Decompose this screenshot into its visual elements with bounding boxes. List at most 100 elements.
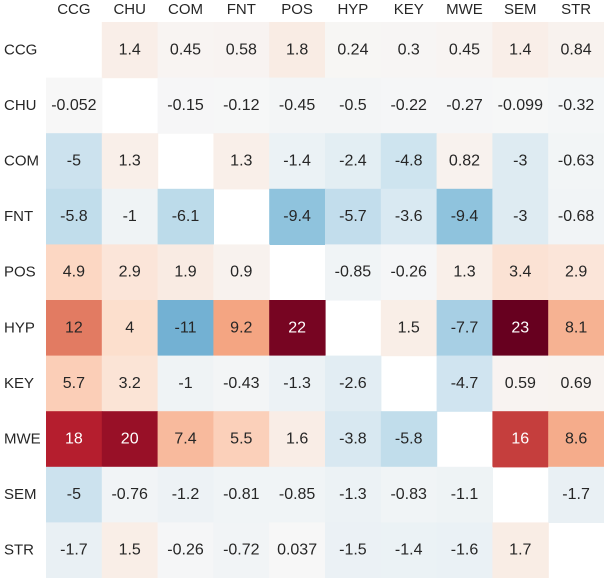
heatmap-cell-str-ccg (46, 522, 103, 578)
heatmap-cell-label: 20 (121, 431, 139, 448)
heatmap-cell-hyp-str (548, 300, 604, 357)
heatmap-cell-label: -0.12 (223, 97, 260, 114)
heatmap-cell-label: -4.8 (395, 153, 423, 170)
heatmap-cell-label: 0.3 (398, 41, 420, 58)
heatmap-cell-com-hyp (325, 133, 382, 190)
heatmap-cell-pos-fnt (213, 244, 270, 301)
heatmap-cell-label: 1.3 (119, 153, 141, 170)
heatmap-cell-sem-mwe (436, 466, 493, 523)
heatmap-cell-mwe-fnt (213, 411, 270, 468)
y-tick-label-fnt: FNT (4, 208, 33, 225)
heatmap-cell-str-pos (269, 522, 326, 578)
heatmap-cell-fnt-chu (101, 188, 159, 245)
heatmap-cell-label: -9.4 (283, 208, 311, 225)
heatmap-cell-chu-mwe (436, 77, 493, 134)
heatmap-cell-label: -0.72 (223, 542, 260, 559)
heatmap-cells (46, 22, 604, 578)
heatmap-cell-label: 7.4 (174, 431, 196, 448)
heatmap-cell-label: -0.099 (498, 97, 543, 114)
heatmap-cell-com-ccg (46, 133, 103, 190)
heatmap-cell-key-hyp (325, 355, 382, 412)
heatmap-cell-hyp-sem (492, 300, 549, 357)
heatmap-cell-label: -0.22 (390, 97, 427, 114)
y-tick-label-hyp: HYP (4, 319, 35, 336)
heatmap-cell-fnt-mwe (436, 188, 493, 245)
heatmap-cell-label: -2.4 (339, 153, 367, 170)
y-tick-label-pos: POS (4, 264, 36, 281)
heatmap-cell-label: 1.3 (453, 264, 475, 281)
heatmap-cell-key-chu (101, 355, 159, 412)
heatmap-cell-fnt-ccg (46, 188, 103, 245)
heatmap-cell-label: -0.83 (390, 486, 427, 503)
y-tick-label-str: STR (4, 542, 34, 559)
heatmap-cell-key-com (157, 355, 214, 412)
heatmap-cell-sem-com (157, 466, 214, 523)
heatmap-cell-label: -0.15 (167, 97, 204, 114)
heatmap-cell-com-str (548, 133, 604, 190)
heatmap-cell-key-sem (492, 355, 549, 412)
heatmap-cell-label: -9.4 (451, 208, 479, 225)
heatmap-cell-label: 0.24 (337, 41, 368, 58)
x-tick-label-key: KEY (394, 1, 424, 18)
heatmap-cell-label: 0.82 (449, 153, 480, 170)
heatmap-cell-mwe-pos (269, 411, 326, 468)
heatmap-cell-label: -0.5 (339, 97, 367, 114)
heatmap-cell-sem-ccg (46, 466, 103, 523)
heatmap-cell-label: -0.85 (279, 486, 316, 503)
x-tick-label-chu: CHU (113, 1, 146, 18)
heatmap-cell-label: -0.052 (51, 97, 96, 114)
heatmap-cell-fnt-str (548, 188, 604, 245)
heatmap-cell-label: 1.7 (509, 542, 531, 559)
heatmap-cell-label: 1.8 (286, 41, 308, 58)
y-tick-label-chu: CHU (4, 97, 37, 114)
heatmap-cell-pos-sem (492, 244, 549, 301)
heatmap-cell-label: 0.58 (226, 41, 257, 58)
y-tick-label-mwe: MWE (4, 431, 41, 448)
heatmap-cell-fnt-hyp (325, 188, 382, 245)
heatmap-cell-str-com (157, 522, 214, 578)
heatmap-cell-label: 0.69 (561, 375, 592, 392)
heatmap-cell-chu-com (157, 77, 214, 134)
heatmap-cell-label: -3.8 (339, 431, 367, 448)
heatmap-cell-chu-sem (492, 77, 549, 134)
heatmap-cell-sem-chu (101, 466, 159, 523)
heatmap-cell-label: 0.45 (449, 41, 480, 58)
heatmap-cell-key-ccg (46, 355, 103, 412)
heatmap-cell-label: 1.9 (174, 264, 196, 281)
x-tick-label-sem: SEM (504, 1, 537, 18)
heatmap-cell-mwe-ccg (46, 411, 103, 468)
x-tick-label-str: STR (561, 1, 591, 18)
heatmap-cell-sem-hyp (325, 466, 382, 523)
y-axis-tick-labels: CCG CHU COM FNT POS HYP KEY MWE SEM STR (4, 41, 41, 558)
x-tick-label-ccg: CCG (57, 1, 90, 18)
heatmap-cell-label: -0.32 (558, 97, 595, 114)
heatmap-cell-str-mwe (436, 522, 493, 578)
heatmap-cell-label: 8.1 (565, 319, 587, 336)
heatmap-cell-label: -4.7 (451, 375, 479, 392)
heatmap-cell-label: 0.59 (505, 375, 536, 392)
heatmap-cell-label: 1.4 (509, 41, 531, 58)
heatmap-cell-label: 8.6 (565, 431, 587, 448)
heatmap-cell-str-chu (101, 522, 159, 578)
heatmap-cell-label: -1.6 (451, 542, 479, 559)
heatmap-cell-chu-str (548, 77, 604, 134)
heatmap-cell-label: 0.84 (561, 41, 592, 58)
heatmap-cell-label: 12 (65, 319, 83, 336)
heatmap-cell-sem-key (380, 466, 438, 523)
x-tick-label-pos: POS (281, 1, 313, 18)
heatmap-cell-hyp-pos (269, 300, 326, 357)
heatmap-cell-label: -0.76 (111, 486, 148, 503)
heatmap-cell-label: -0.26 (167, 542, 204, 559)
heatmap-cell-com-sem (492, 133, 549, 190)
heatmap-cell-ccg-chu (101, 22, 159, 79)
heatmap-cell-label: -1.3 (283, 375, 311, 392)
heatmap-cell-label: 4 (125, 319, 134, 336)
heatmap-cell-hyp-mwe (436, 300, 493, 357)
heatmap-cell-label: -7.7 (451, 319, 479, 336)
heatmap-cell-ccg-com (157, 22, 214, 79)
heatmap-cell-hyp-com (157, 300, 214, 357)
x-axis-tick-labels: CCG CHU COM FNT POS HYP KEY MWE SEM STR (57, 1, 591, 18)
heatmap-cell-com-pos (269, 133, 326, 190)
heatmap-cell-label: -0.26 (390, 264, 427, 281)
heatmap-cell-mwe-sem (492, 411, 549, 468)
